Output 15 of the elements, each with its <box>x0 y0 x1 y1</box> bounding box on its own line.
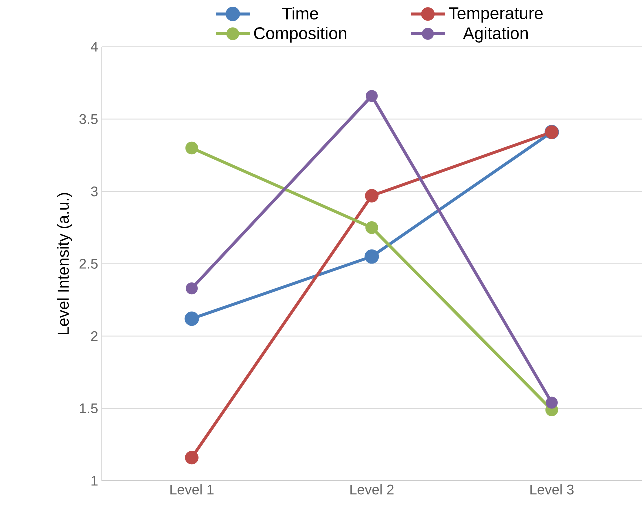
y-tick-label: 3 <box>91 186 98 197</box>
y-tick-label: 4 <box>91 42 98 52</box>
x-tick-label: Level 2 <box>350 484 394 495</box>
y-tick-label: 3.5 <box>80 114 98 124</box>
y-tick-label: 1.5 <box>80 404 98 414</box>
legend-label: Temperature <box>449 8 543 23</box>
x-tick-label: Level 1 <box>170 484 214 495</box>
legend-label: Time <box>282 7 318 20</box>
legend-label: Agitation <box>463 27 528 43</box>
y-tick-label: 1 <box>92 476 98 486</box>
y-axis-title: Level Intensity (a.u.) <box>57 193 72 334</box>
legend-label: Composition <box>254 27 347 43</box>
y-tick-label: 2 <box>91 331 98 342</box>
y-tick-label: 2.5 <box>80 259 98 269</box>
x-tick-label: Level 3 <box>530 484 574 495</box>
